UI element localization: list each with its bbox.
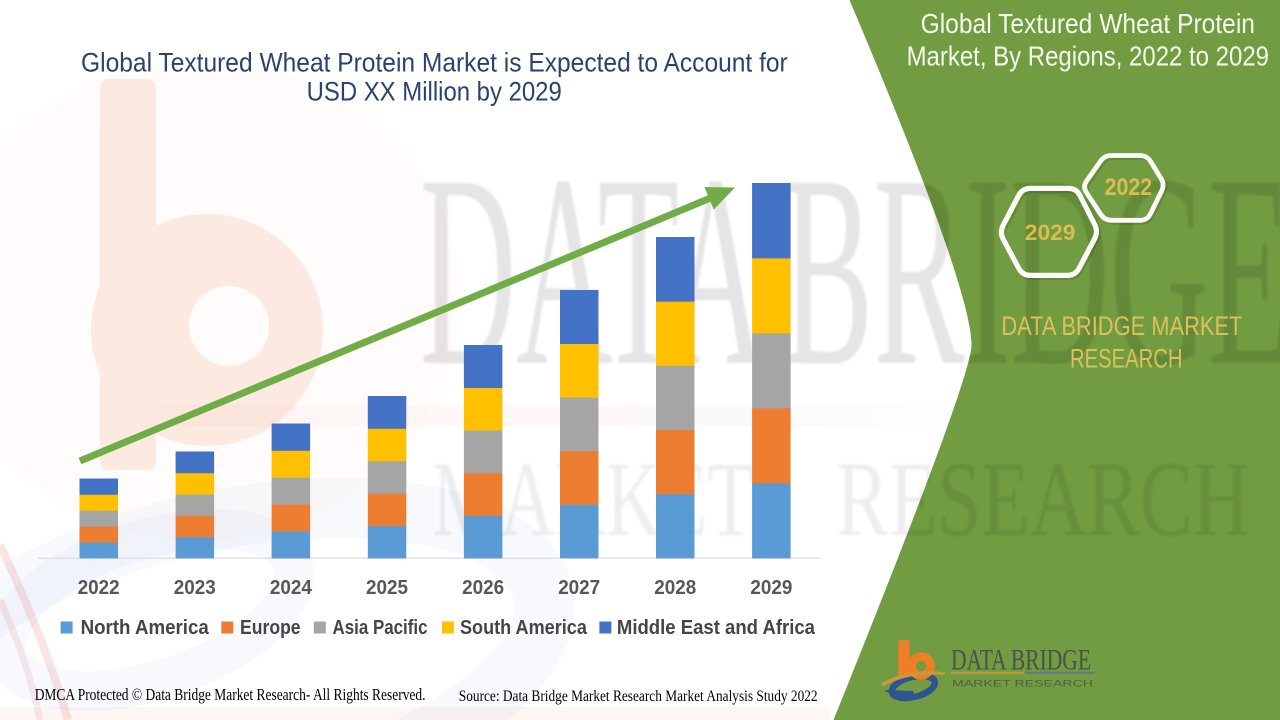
svg-text:Global Textured Wheat Protein: Global Textured Wheat Protein Market is … xyxy=(81,48,788,78)
svg-text:2024: 2024 xyxy=(270,576,313,599)
svg-text:2022: 2022 xyxy=(1105,174,1153,201)
svg-text:2027: 2027 xyxy=(558,576,600,599)
svg-text:2025: 2025 xyxy=(366,576,408,599)
svg-text:DATA BRIDGE MARKET: DATA BRIDGE MARKET xyxy=(1001,311,1242,341)
svg-text:Asia Pacific: Asia Pacific xyxy=(333,617,428,639)
svg-text:RESEARCH: RESEARCH xyxy=(836,441,1250,559)
svg-text:2023: 2023 xyxy=(174,576,216,599)
svg-text:RESEARCH: RESEARCH xyxy=(1070,344,1183,374)
svg-text:DMCA Protected © Data Bridge M: DMCA Protected © Data Bridge Market Rese… xyxy=(35,685,426,704)
svg-text:MARKET RESEARCH: MARKET RESEARCH xyxy=(952,679,1093,690)
svg-text:USD XX Million by 2029: USD XX Million by 2029 xyxy=(307,77,562,107)
svg-text:South America: South America xyxy=(460,617,588,639)
svg-text:DATA BRIDGE: DATA BRIDGE xyxy=(951,644,1091,677)
svg-text:North America: North America xyxy=(81,617,210,639)
svg-text:2026: 2026 xyxy=(462,576,504,599)
svg-text:Europe: Europe xyxy=(240,617,301,639)
svg-text:2029: 2029 xyxy=(750,576,792,599)
svg-text:Market, By Regions, 2022 to 20: Market, By Regions, 2022 to 2029 xyxy=(907,41,1269,72)
svg-text:BRIDGE: BRIDGE xyxy=(782,119,1280,423)
svg-text:2022: 2022 xyxy=(78,576,120,599)
svg-text:2028: 2028 xyxy=(654,576,696,599)
svg-text:Global Textured Wheat Protein: Global Textured Wheat Protein xyxy=(921,8,1255,39)
svg-text:2029: 2029 xyxy=(1025,220,1076,245)
svg-text:Middle East and Africa: Middle East and Africa xyxy=(617,617,816,639)
svg-text:Source: Data Bridge Market Res: Source: Data Bridge Market Research Mark… xyxy=(459,688,818,705)
